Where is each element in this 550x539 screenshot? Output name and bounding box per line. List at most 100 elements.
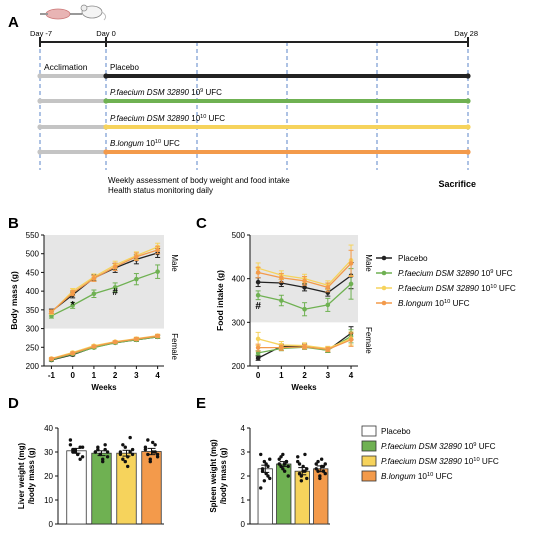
individual-point [148, 459, 152, 464]
male-label: Male [170, 254, 179, 272]
data-point [279, 345, 284, 350]
x-axis-label: Weeks [91, 383, 117, 392]
individual-point [143, 445, 148, 449]
data-point [302, 344, 307, 350]
individual-point [281, 452, 285, 457]
individual-point [266, 464, 270, 469]
legend-marker [381, 270, 387, 276]
data-point [255, 270, 261, 275]
individual-point [299, 474, 304, 478]
data-point [302, 285, 307, 290]
individual-point [319, 457, 324, 461]
male-shaded-region [44, 235, 164, 329]
group-label: Placebo [110, 63, 139, 72]
timeline-note: Weekly assessment of body weight and foo… [108, 176, 290, 185]
data-point [112, 264, 118, 270]
data-point [279, 298, 284, 303]
individual-point [296, 459, 300, 464]
y-tick-label: 200 [232, 362, 246, 371]
individual-point [305, 467, 309, 471]
male-label: Male [364, 254, 373, 272]
individual-point [118, 450, 123, 454]
y-tick-label: 40 [44, 424, 53, 433]
x-tick-label: 4 [155, 371, 160, 380]
individual-point [105, 455, 110, 459]
individual-point [73, 447, 77, 452]
data-point [255, 350, 261, 356]
legend-label: B.longum 1010 UFC [398, 299, 470, 308]
y-tick-label: 0 [241, 520, 246, 529]
y-tick-label: 250 [26, 343, 40, 352]
body-mass-chart: 200 250 300 350 400 450 500 550 -1 0 1 2 3 4 Weeks Body… [9, 231, 179, 392]
individual-point [80, 445, 85, 449]
group-label: P.faecium DSM 32890 1010 UFC [110, 114, 225, 123]
individual-point [71, 450, 75, 454]
individual-point [121, 443, 125, 447]
series-line [51, 336, 158, 361]
individual-point [259, 486, 263, 490]
y-tick-label: 1 [241, 496, 246, 505]
y-tick-label: 350 [26, 306, 40, 315]
group-end-dot [465, 124, 471, 130]
individual-point [151, 440, 155, 445]
data-point [112, 285, 118, 290]
individual-point [321, 469, 326, 473]
day-label: Day 28 [454, 29, 478, 38]
individual-point [128, 450, 132, 454]
individual-point [80, 455, 85, 459]
individual-point [286, 474, 290, 478]
significance-mark: # [112, 287, 118, 298]
x-tick-label: 1 [92, 371, 97, 380]
group-start-dot [103, 149, 109, 155]
data-point [91, 291, 97, 297]
y-axis-label: Liver weight (mg)/body mass (g) [17, 443, 36, 510]
individual-point [262, 459, 267, 464]
individual-point [260, 469, 265, 473]
individual-point [318, 474, 322, 478]
y-tick-label: 10 [44, 496, 53, 505]
individual-point [296, 455, 300, 459]
y-tick-label: 500 [26, 250, 40, 259]
data-point [112, 339, 118, 345]
spleen-weight-chart: 0 1 2 3 4 Spleen weight (mg)/body mass (g) [209, 424, 330, 529]
x-tick-label: 0 [70, 371, 75, 380]
bar [91, 452, 112, 525]
individual-point [123, 445, 127, 449]
data-point [325, 302, 331, 308]
data-point [134, 254, 139, 260]
group-label: B.longum 1010 UFC [110, 139, 180, 148]
x-tick-label: 1 [279, 371, 284, 380]
bar [116, 452, 137, 525]
individual-point [153, 450, 157, 454]
significance-mark: # [255, 301, 261, 312]
y-tick-label: 2 [241, 472, 246, 481]
group-start-dot [103, 124, 109, 130]
legend-swatch [361, 440, 377, 452]
individual-point [101, 457, 105, 461]
liver-weight-chart: 0 10 20 30 40 Liver weight (mg)/body mass (g) [17, 424, 164, 529]
bar [66, 450, 87, 525]
individual-point [299, 479, 304, 483]
y-tick-label: 0 [49, 520, 54, 529]
acclimation-start-dot [37, 98, 43, 104]
study-timeline: Day -7 Day 0 Day 28 Placebo P.faecium DSM 32… [30, 29, 478, 195]
data-point [348, 261, 354, 266]
individual-point [96, 445, 100, 449]
individual-point [130, 452, 135, 457]
timeline-note: Health status monitoring daily [108, 186, 213, 195]
individual-point [126, 455, 130, 459]
data-point [49, 309, 54, 315]
individual-point [93, 450, 98, 454]
data-point [91, 276, 97, 281]
individual-point [126, 464, 130, 469]
individual-point [118, 452, 123, 457]
data-point [255, 279, 261, 285]
group-start-dot [103, 98, 109, 104]
data-point [155, 247, 160, 253]
x-tick-label: 4 [349, 371, 354, 380]
legend-swatch [361, 455, 377, 467]
individual-point [143, 447, 148, 452]
x-axis-label: Weeks [291, 383, 317, 392]
x-tick-label: 0 [256, 371, 261, 380]
